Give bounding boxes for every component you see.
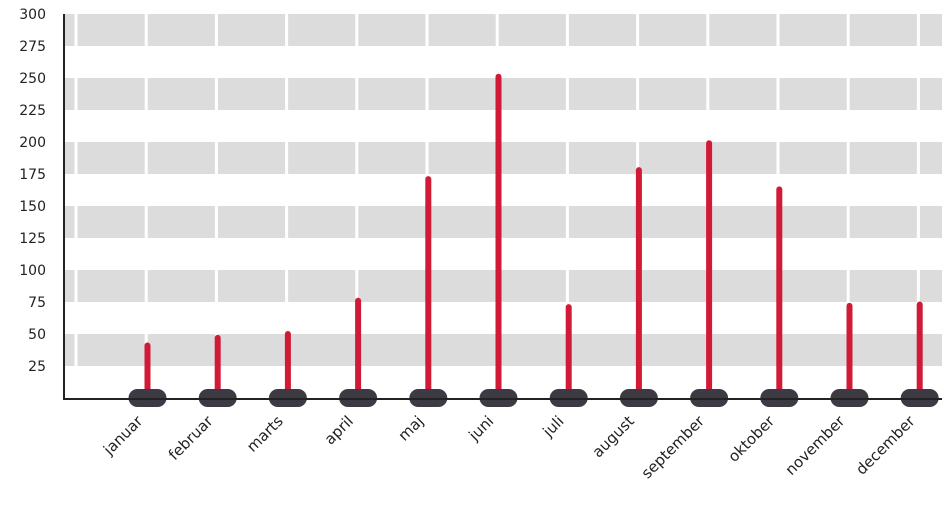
x-tick-label: december	[852, 412, 919, 479]
y-tick-label: 50	[28, 327, 46, 343]
grid-band	[64, 270, 942, 302]
y-axis-tick-labels: 25 50 75 100 125 150 175 200 225 250 275 300	[19, 7, 46, 375]
y-tick-label: 250	[19, 71, 46, 87]
x-tick-label: august	[589, 412, 638, 461]
x-tick-label: juni	[465, 412, 498, 445]
y-tick-label: 75	[28, 295, 46, 311]
x-axis-tick-labels: januar februar marts april maj juni juli august…	[99, 412, 919, 483]
x-tick-label: april	[321, 412, 357, 448]
grid-band	[64, 14, 942, 46]
bar-series	[144, 73, 923, 401]
y-tick-label: 125	[19, 231, 46, 247]
x-tick-label: maj	[395, 412, 428, 445]
x-tick-label: september	[638, 412, 709, 483]
grid-band	[64, 78, 942, 110]
y-tick-label: 25	[28, 359, 46, 375]
grid-band	[64, 142, 942, 174]
grid-band	[64, 334, 942, 366]
x-tick-label: februar	[165, 412, 217, 464]
grid-band	[64, 206, 942, 238]
y-tick-label: 200	[19, 135, 46, 151]
y-tick-label: 150	[19, 199, 46, 215]
x-tick-label: januar	[99, 412, 147, 460]
y-tick-label: 175	[19, 167, 46, 183]
grid-bands	[64, 14, 942, 366]
y-tick-label: 300	[19, 7, 46, 23]
y-tick-label: 100	[19, 263, 46, 279]
x-tick-label: juli	[539, 412, 568, 441]
x-tick-label: oktober	[724, 412, 778, 466]
y-tick-label: 275	[19, 39, 46, 55]
x-tick-label: marts	[243, 412, 287, 456]
x-tick-label: november	[782, 412, 849, 479]
y-tick-label: 225	[19, 103, 46, 119]
